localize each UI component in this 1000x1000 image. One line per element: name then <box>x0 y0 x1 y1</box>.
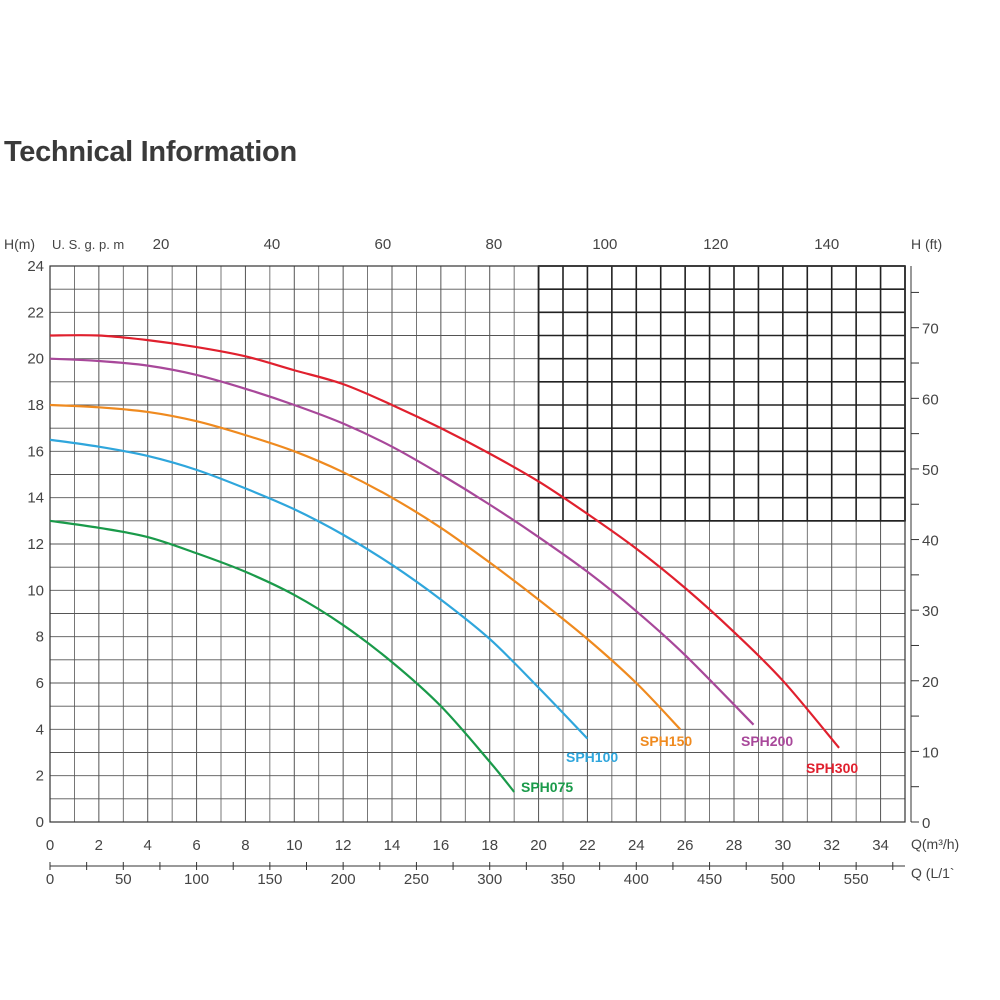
top-axis-label: U. S. g. p. m <box>52 237 124 252</box>
y-tick-label: 22 <box>27 304 44 321</box>
top-tick-label: 40 <box>264 236 281 253</box>
y-tick-label: 0 <box>36 814 44 831</box>
x-tick-label: 28 <box>726 837 743 854</box>
y-tick-label: 16 <box>27 443 44 460</box>
x-tick-label: 24 <box>628 837 645 854</box>
series-labels: SPH075 SPH100 SPH150 SPH200 SPH300 <box>521 733 858 795</box>
chart-grid <box>49 265 906 823</box>
y-tick-label: 4 <box>36 721 44 738</box>
right-axis-label: H (ft) <box>911 236 942 252</box>
series-label-sph100: SPH100 <box>566 749 618 765</box>
bottom2-tick-label: 300 <box>477 871 502 888</box>
bottom2-axis-label: Q (L/1` <box>911 865 955 881</box>
right-tick-label: 50 <box>922 462 939 479</box>
y-tick-label: 6 <box>36 675 44 692</box>
tick-labels: 0 2 4 6 8 10 12 14 16 18 20 22 24 26 28 30 32 34024681012… <box>27 236 938 888</box>
y-tick-label: 18 <box>27 397 44 414</box>
right-tick-label: 20 <box>922 674 939 691</box>
y-tick-label: 24 <box>27 258 44 275</box>
series-label-sph300: SPH300 <box>806 760 858 776</box>
y-tick-label: 20 <box>27 351 44 368</box>
top-tick-label: 120 <box>703 236 728 253</box>
bottom2-tick-label: 150 <box>257 871 282 888</box>
x-tick-label: 4 <box>144 837 152 854</box>
series-label-sph200: SPH200 <box>741 733 793 749</box>
top-tick-label: 100 <box>592 236 617 253</box>
y-tick-label: 8 <box>36 629 44 646</box>
x-tick-label: 6 <box>192 837 200 854</box>
right-tick-label: 60 <box>922 391 939 408</box>
bottom2-tick-label: 450 <box>697 871 722 888</box>
bottom2-tick-label: 400 <box>624 871 649 888</box>
x-tick-label: 34 <box>872 837 889 854</box>
top-tick-label: 80 <box>486 236 503 253</box>
series-label-sph075: SPH075 <box>521 779 573 795</box>
y-tick-label: 14 <box>27 490 44 507</box>
x-tick-label: 16 <box>433 837 450 854</box>
top-tick-label: 60 <box>375 236 392 253</box>
top-tick-label: 140 <box>814 236 839 253</box>
y-tick-label: 2 <box>36 768 44 785</box>
x-tick-label: 20 <box>530 837 547 854</box>
top-tick-label: 20 <box>153 236 170 253</box>
dense-grid-frame <box>537 265 906 522</box>
y-tick-label: 12 <box>27 536 44 553</box>
x-tick-label: 2 <box>95 837 103 854</box>
right-tick-label: 70 <box>922 321 939 338</box>
plot-frame <box>49 265 906 823</box>
bottom2-tick-label: 250 <box>404 871 429 888</box>
y-axis-label: H(m) <box>4 236 35 252</box>
x-axis-label: Q(m³/h) <box>911 836 959 852</box>
x-tick-label: 32 <box>823 837 840 854</box>
series-line-sph200 <box>49 357 755 726</box>
series-line-sph100 <box>49 438 589 740</box>
x-tick-label: 26 <box>677 837 694 854</box>
x-tick-label: 12 <box>335 837 352 854</box>
x-tick-label: 22 <box>579 837 596 854</box>
x-tick-label: 8 <box>241 837 249 854</box>
page-title: Technical Information <box>4 136 297 168</box>
series-line-sph300 <box>49 334 840 749</box>
y-tick-label: 10 <box>27 582 44 599</box>
right-tick-label: 40 <box>922 533 939 550</box>
bottom2-tick-label: 100 <box>184 871 209 888</box>
right-tick-label: 30 <box>922 603 939 620</box>
bottom2-tick-label: 0 <box>46 871 54 888</box>
bottom2-tick-label: 50 <box>115 871 132 888</box>
right-tick-label: 10 <box>922 744 939 761</box>
series-label-sph150: SPH150 <box>640 733 692 749</box>
x-tick-label: 0 <box>46 837 54 854</box>
series-line-sph075 <box>49 519 515 793</box>
series-line-sph150 <box>49 403 682 731</box>
series-lines <box>49 334 840 793</box>
bottom2-tick-label: 500 <box>770 871 795 888</box>
x-tick-label: 30 <box>775 837 792 854</box>
x-tick-label: 14 <box>384 837 401 854</box>
axis-titles: H(m) U. S. g. p. m H (ft) Q(m³/h) Q (L/1… <box>4 236 959 881</box>
bottom2-tick-label: 350 <box>550 871 575 888</box>
bottom2-tick-label: 550 <box>844 871 869 888</box>
x-tick-label: 10 <box>286 837 303 854</box>
right-tick-label: 0 <box>922 815 930 832</box>
x-tick-label: 18 <box>481 837 498 854</box>
bottom2-tick-label: 200 <box>331 871 356 888</box>
